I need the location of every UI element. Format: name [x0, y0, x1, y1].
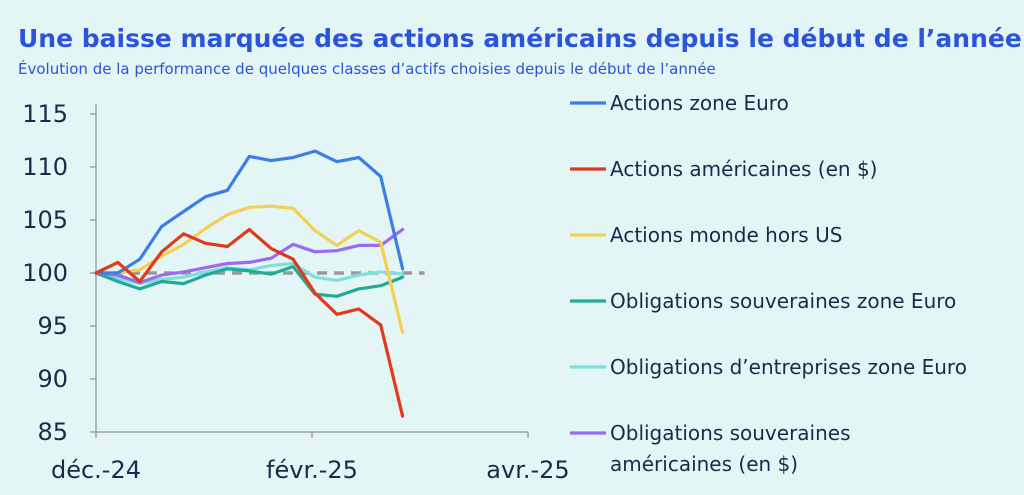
legend-label: Obligations souveraines: [610, 421, 851, 445]
y-tick-label: 110: [22, 153, 68, 181]
series-layer: [94, 149, 405, 418]
series-line-2: [94, 227, 405, 418]
y-tick-label: 85: [37, 418, 68, 446]
y-tick-label: 115: [22, 100, 68, 128]
legend-label: Obligations souveraines zone Euro: [610, 289, 956, 313]
chart-subtitle: Évolution de la performance de quelques …: [18, 60, 716, 78]
x-tick-label: avr.-25: [486, 456, 569, 484]
series-line-4: [94, 265, 405, 298]
legend-label-continued: américaines (en $): [610, 452, 798, 476]
legend-label: Actions zone Euro: [610, 91, 789, 115]
series-line-1: [94, 149, 405, 275]
y-tick-label: 105: [22, 206, 68, 234]
x-tick-label: déc.-24: [51, 456, 141, 484]
y-tick-label: 100: [22, 259, 68, 287]
series-line-3: [94, 204, 405, 334]
chart-title: Une baisse marquée des actions américain…: [18, 24, 1022, 53]
axes: 85 90 95 100 105 110 115 déc.-24 févr.-25 avr.-25: [22, 100, 570, 484]
legend: Actions zone Euro Actions américaines (en…: [570, 91, 967, 476]
legend-label: Obligations d’entreprises zone Euro: [610, 355, 967, 379]
y-tick-label: 95: [37, 312, 68, 340]
legend-label: Actions américaines (en $): [610, 157, 877, 181]
x-tick-label: févr.-25: [266, 456, 358, 484]
legend-label: Actions monde hors US: [610, 223, 842, 247]
series-line-6: [94, 227, 405, 285]
y-tick-label: 90: [37, 365, 68, 393]
